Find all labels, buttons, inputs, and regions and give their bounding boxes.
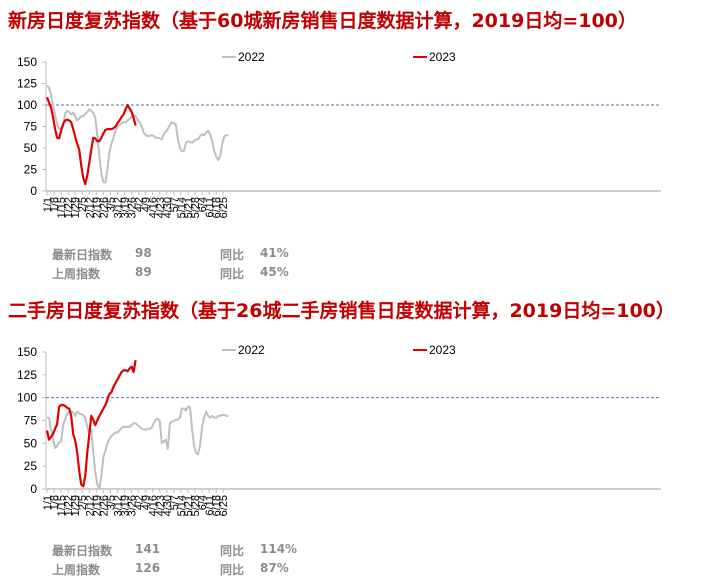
x-tick-label: 1/22 [63,495,75,516]
x-tick-label: 5/14 [176,197,188,218]
x-tick-label: 2/26 [98,197,110,218]
x-tick-label: 6/25 [218,197,230,218]
x-tick-label: 6/18 [211,495,223,516]
y-tick-label: 50 [24,436,38,450]
y-tick-label: 25 [24,459,38,473]
x-tick-label: 6/11 [204,197,216,218]
week-yoy-label: 同比 [220,267,245,281]
y-tick-label: 100 [17,98,37,112]
second-hand-recovery-line-chart: 0 25 50 75 100 125 150 1/11/81/151/221/292/52/1… [17,343,661,516]
x-tick-label: 6/25 [218,495,230,516]
y-tick-label: 25 [24,163,38,177]
x-tick-label: 1/8 [49,495,61,510]
x-tick-label: 1/1 [42,197,54,212]
x-tick-label: 2/12 [84,495,96,516]
x-tick-label: 5/28 [190,495,202,516]
x-tick-label: 2/19 [91,495,103,516]
series-line-2023 [45,360,137,488]
x-tick-label: 4/16 [148,197,160,218]
x-tick-label: 5/21 [183,495,195,516]
y-tick-label: 50 [24,141,38,155]
x-tick-label: 4/9 [141,495,153,510]
x-tick-label: 3/5 [105,197,117,212]
x-tick-label: 5/21 [183,197,195,218]
week-yoy-value: 87% [260,561,289,575]
y-tick-label: 75 [24,414,38,428]
series-line-2023 [45,96,137,186]
legend-label-2023: 2023 [429,50,456,64]
x-tick-label: 5/28 [190,197,202,218]
series-line-2022 [46,84,229,184]
week-yoy-label: 同比 [220,563,245,577]
second-hand-chart-title: 二手房日度复苏指数（基于26城二手房销售日度数据计算，2019日均=100） [8,300,675,322]
y-tick-label: 125 [17,368,37,382]
x-tick-label: 1/22 [63,197,75,218]
x-tick-label: 3/19 [120,495,132,516]
y-tick-label: 75 [24,120,38,134]
x-tick-label: 4/30 [162,495,174,516]
x-tick-label: 1/29 [70,197,82,218]
latest-yoy-label: 同比 [220,248,245,262]
x-tick-label: 4/16 [148,495,160,516]
x-tick-label: 6/4 [197,197,209,212]
y-tick-label: 100 [17,391,37,405]
x-tick-label: 4/30 [162,197,174,218]
x-tick-label: 3/19 [120,197,132,218]
latest-index-value: 141 [135,542,161,556]
week-index-label: 上周指数 [52,267,101,281]
latest-index-label: 最新日指数 [52,248,113,262]
x-tick-label: 1/8 [49,197,61,212]
x-tick-label: 2/5 [77,495,89,510]
y-tick-label: 0 [30,482,37,496]
legend-label-2022: 2022 [238,50,265,64]
x-tick-label: 4/23 [155,495,167,516]
x-tick-label: 2/5 [77,197,89,212]
new-home-recovery-line-chart: 0 25 50 75 100 125 150 1/11/81/151/221/292/52/1… [17,50,661,218]
latest-index-value: 98 [135,246,152,260]
x-tick-label: 3/12 [112,197,124,218]
legend-label-2023: 2023 [429,343,456,357]
week-index-label: 上周指数 [52,563,101,577]
week-yoy-value: 45% [260,265,289,279]
x-tick-label: 4/9 [141,197,153,212]
x-tick-label: 3/12 [112,495,124,516]
latest-yoy-value: 41% [260,246,289,260]
x-tick-label: 3/26 [127,495,139,516]
x-tick-label: 1/15 [56,197,68,218]
x-tick-label: 5/7 [169,197,181,212]
x-tick-label: 5/14 [176,495,188,516]
y-tick-label: 150 [17,345,37,359]
x-tick-label: 3/5 [105,495,117,510]
x-tick-label: 4/2 [134,197,146,212]
x-tick-label: 4/23 [155,197,167,218]
x-tick-label: 6/18 [211,197,223,218]
legend-label-2022: 2022 [238,343,265,357]
latest-yoy-value: 114% [260,542,298,556]
y-tick-label: 125 [17,77,37,91]
x-tick-label: 6/4 [197,495,209,510]
series-line-2022 [47,405,229,490]
new-home-chart-title: 新房日度复苏指数（基于60城新房销售日度数据计算，2019日均=100） [8,10,637,32]
x-tick-label: 1/1 [42,495,54,510]
x-tick-label: 5/7 [169,495,181,510]
y-tick-label: 150 [17,55,37,69]
x-tick-label: 6/11 [204,495,216,516]
x-tick-label: 3/26 [127,197,139,218]
week-index-value: 126 [135,561,161,575]
x-tick-label: 4/2 [134,495,146,510]
x-tick-label: 1/29 [70,495,82,516]
x-tick-label: 2/19 [91,197,103,218]
latest-yoy-label: 同比 [220,544,245,558]
x-tick-label: 2/12 [84,197,96,218]
week-index-value: 89 [135,265,152,279]
y-tick-label: 0 [30,184,37,198]
latest-index-label: 最新日指数 [52,544,113,558]
x-tick-label: 2/26 [98,495,110,516]
x-tick-label: 1/15 [56,495,68,516]
